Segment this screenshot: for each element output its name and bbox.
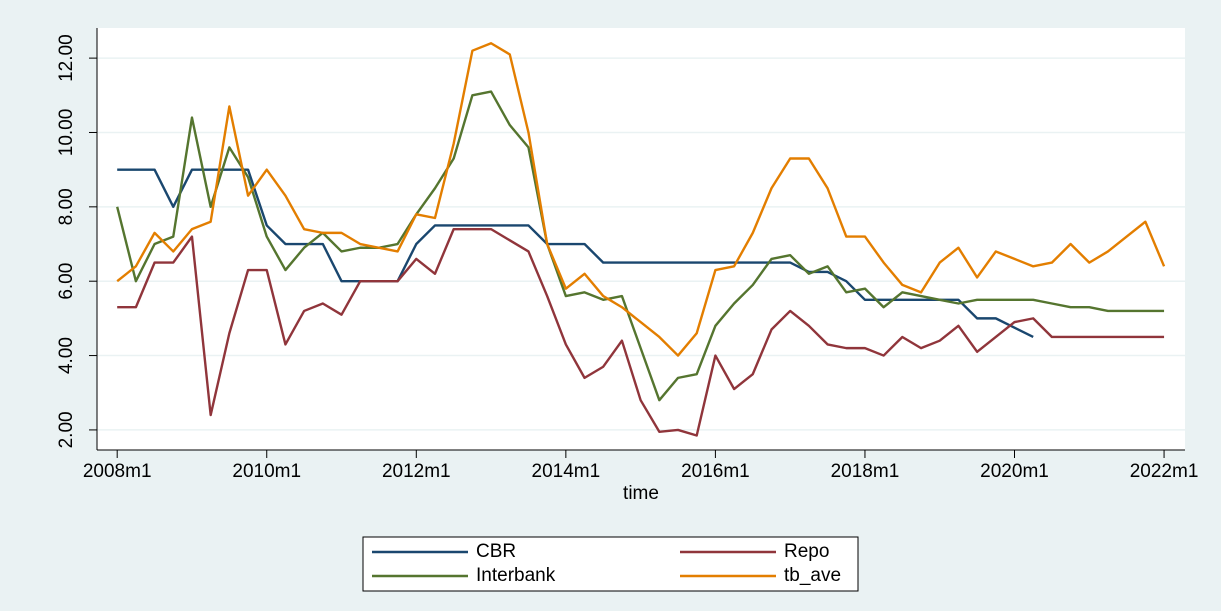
x-tick-label: 2012m1 <box>382 461 451 482</box>
y-tick-label: 8.00 <box>56 188 77 225</box>
x-tick-label: 2022m1 <box>1130 461 1199 482</box>
legend <box>362 536 859 592</box>
plot-area <box>97 28 1185 450</box>
legend-label: tb_ave <box>784 565 841 586</box>
legend-label: Repo <box>784 541 829 562</box>
x-tick-label: 2020m1 <box>980 461 1049 482</box>
legend-label: CBR <box>476 541 516 562</box>
series-line <box>117 227 1165 437</box>
x-tick-label: 2010m1 <box>232 461 301 482</box>
x-tick-label: 2016m1 <box>681 461 750 482</box>
x-tick-label: 2018m1 <box>831 461 900 482</box>
series-line <box>116 42 1166 357</box>
x-axis-title: time <box>623 483 659 504</box>
y-tick-label: 12.00 <box>56 34 77 82</box>
y-tick-label: 4.00 <box>56 337 77 374</box>
series-line <box>117 168 1034 339</box>
legend-label: Interbank <box>476 565 556 586</box>
x-tick-label: 2014m1 <box>532 461 601 482</box>
y-tick-label: 6.00 <box>56 263 77 300</box>
y-tick-label: 10.00 <box>56 109 77 157</box>
x-tick-label: 2008m1 <box>83 461 152 482</box>
series-line <box>116 90 1165 402</box>
y-tick-label: 2.00 <box>56 411 77 448</box>
